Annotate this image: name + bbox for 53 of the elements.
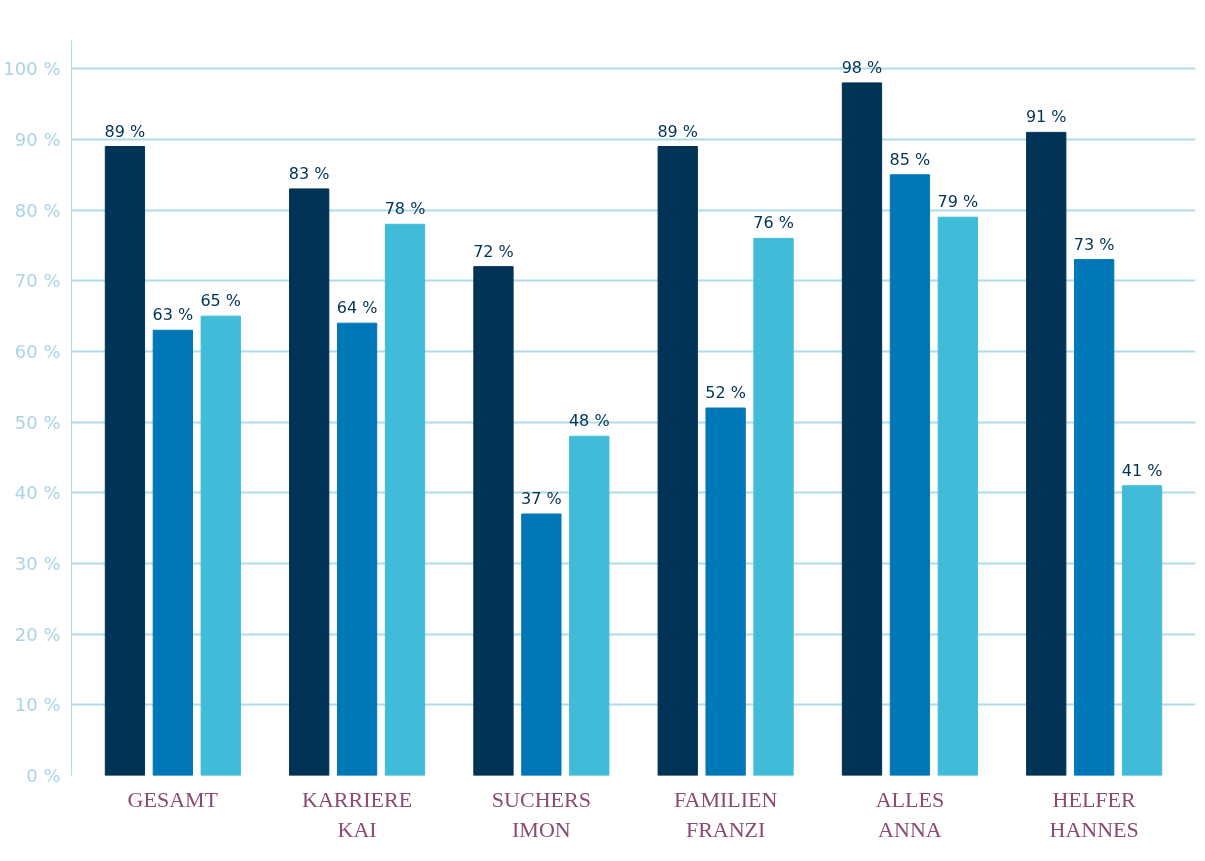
data-label: 72 %	[473, 241, 514, 261]
data-label: 78 %	[384, 199, 426, 219]
data-label: 83 %	[288, 163, 330, 183]
bar	[841, 82, 883, 776]
data-label: 64 %	[336, 298, 378, 318]
data-label: 63 %	[152, 305, 194, 325]
bar	[104, 146, 146, 776]
y-tick-label: 100 %	[3, 58, 61, 80]
bar	[1121, 485, 1163, 776]
data-label: 76 %	[753, 213, 794, 233]
y-tick-label: 10 %	[14, 694, 61, 716]
bar	[336, 322, 378, 776]
data-label: 85 %	[889, 149, 931, 169]
bar	[569, 435, 610, 776]
bar	[152, 329, 193, 776]
bar	[1074, 259, 1115, 776]
y-tick-label: 20 %	[14, 623, 61, 645]
data-label: 37 %	[521, 489, 562, 509]
bar	[937, 216, 978, 776]
data-label: 73 %	[1073, 234, 1115, 254]
data-label: 52 %	[705, 383, 746, 402]
data-label: 48 %	[568, 411, 610, 431]
bar	[705, 407, 746, 776]
data-label: 98 %	[841, 57, 883, 77]
y-tick-label: 50 %	[14, 411, 61, 433]
data-label: 41 %	[1121, 460, 1163, 480]
y-tick-label: 40 %	[14, 482, 61, 504]
y-tick-label: 30 %	[14, 552, 61, 574]
y-tick-label: 90 %	[14, 128, 61, 150]
y-tick-label: 60 %	[14, 340, 61, 362]
bar	[521, 513, 562, 776]
x-tick-label: GESAMT	[127, 786, 219, 812]
x-tick-label: ALLES ANNA	[875, 786, 945, 842]
bar	[753, 237, 794, 776]
bar	[289, 188, 330, 776]
data-label: 89 %	[104, 121, 146, 141]
data-label: 91 %	[1025, 107, 1067, 127]
y-tick-label: 80 %	[14, 199, 61, 221]
bar	[889, 174, 931, 776]
y-tick-label: 0 %	[26, 765, 61, 786]
data-label: 89 %	[657, 121, 699, 141]
bar	[473, 266, 514, 776]
x-tick-label: HELFER HANNES	[1049, 786, 1139, 842]
data-label: 65 %	[200, 291, 242, 311]
bar	[200, 315, 241, 776]
bar	[657, 146, 698, 776]
x-tick-label: KARRIERE KAI	[302, 786, 413, 842]
y-tick-label: 70 %	[14, 270, 61, 292]
x-tick-label: SUCHERS IMON	[491, 786, 591, 842]
data-label: 79 %	[937, 192, 979, 212]
bar	[1026, 131, 1067, 776]
x-tick-label: FAMILIEN FRANZI	[673, 786, 778, 842]
bar	[384, 223, 426, 776]
